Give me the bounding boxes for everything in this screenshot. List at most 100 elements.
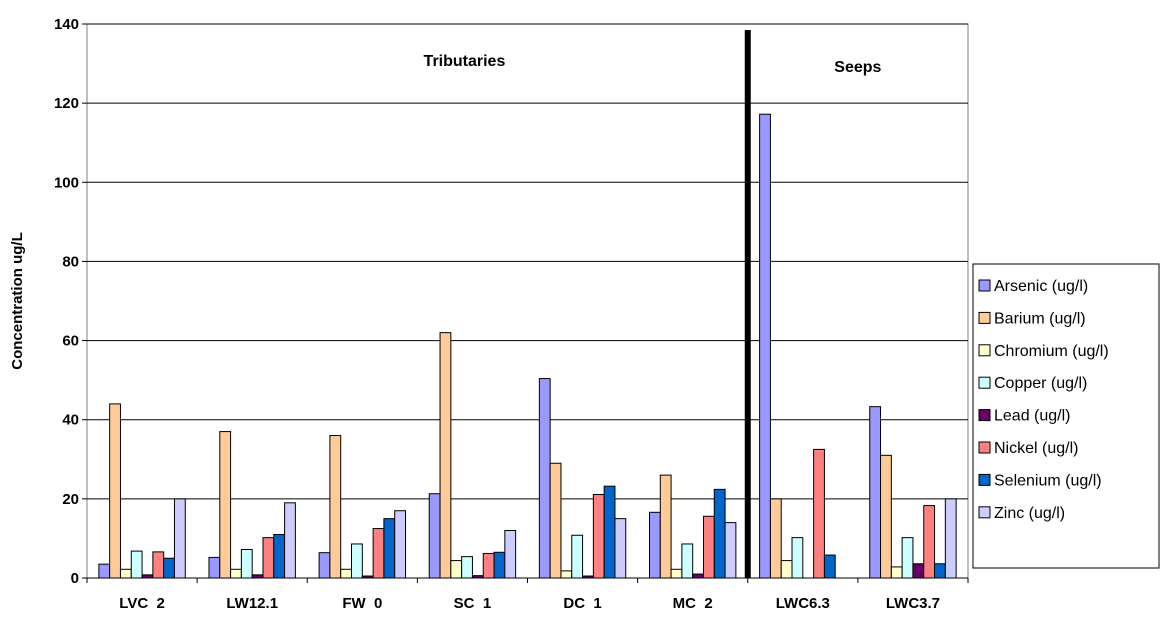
legend-swatch [978, 441, 991, 454]
bar-nickel-5 [702, 515, 715, 579]
legend-swatch [978, 344, 991, 357]
bar-nickel-2 [372, 528, 385, 579]
bar-selenium-6 [823, 554, 836, 579]
bar-zinc-3 [504, 530, 517, 579]
legend-entry-label: Zinc (ug/l) [994, 505, 1065, 522]
bar-lead-3 [471, 575, 484, 579]
bar-zinc-0 [173, 498, 186, 579]
bar-arsenic-4 [538, 378, 551, 579]
x-tick-label: LWC3.7 [886, 595, 940, 612]
y-tick-label: 140 [54, 16, 79, 33]
bar-chromium-4 [560, 570, 573, 579]
bar-arsenic-5 [648, 511, 661, 579]
bar-zinc-7 [944, 498, 957, 579]
legend-entry-label: Barium (ug/l) [994, 310, 1086, 327]
bar-chromium-6 [780, 560, 793, 579]
gridlines [82, 23, 969, 583]
bar-nickel-6 [813, 448, 825, 579]
bar-barium-2 [329, 435, 342, 579]
bar-selenium-4 [603, 485, 616, 579]
bar-chromium-2 [340, 568, 353, 579]
bar-arsenic-3 [428, 493, 441, 579]
bar-arsenic-0 [98, 563, 111, 579]
x-tick-label: FW 0 [342, 595, 382, 612]
bar-lead-1 [251, 574, 264, 579]
bar-selenium-2 [383, 518, 396, 579]
y-tick-labels: 0 20 40 60 80 100 120 140 [54, 16, 79, 587]
annotation-tributaries: Tributaries [424, 53, 506, 70]
bar-barium-0 [109, 403, 121, 579]
legend-entry-label: Lead (ug/l) [994, 408, 1071, 425]
bar-nickel-0 [152, 551, 165, 579]
bar-copper-4 [571, 534, 584, 579]
bar-arsenic-7 [869, 406, 882, 579]
x-tick-label: MC 2 [673, 595, 713, 612]
bar-barium-5 [659, 474, 672, 579]
legend-entry-label: Copper (ug/l) [994, 375, 1087, 392]
bar-barium-3 [439, 332, 452, 579]
y-tick-label: 40 [62, 412, 79, 429]
legend: Arsenic (ug/l) Barium (ug/l) Chromium (ug/… [972, 263, 1160, 569]
bar-chromium-1 [230, 568, 242, 579]
bar-lead-5 [692, 573, 704, 579]
bar-lead-2 [361, 575, 374, 579]
bar-selenium-7 [934, 563, 946, 579]
bar-arsenic-1 [208, 556, 221, 579]
bar-nickel-7 [923, 505, 936, 579]
y-tick-label: 20 [62, 491, 79, 508]
x-tick-label: DC 1 [563, 595, 601, 612]
bar-zinc-2 [394, 510, 407, 579]
bars [98, 113, 957, 579]
bar-barium-4 [549, 462, 562, 579]
bar-zinc-4 [614, 518, 627, 579]
legend-swatch [978, 473, 991, 486]
bar-selenium-0 [163, 557, 175, 579]
bar-chromium-0 [119, 568, 132, 579]
bar-lead-7 [912, 563, 925, 579]
bar-arsenic-2 [318, 552, 331, 579]
bar-copper-7 [901, 537, 914, 579]
legend-box [972, 263, 1160, 569]
bar-lead-4 [582, 575, 594, 579]
y-axis-title: Concentration ug/L [9, 232, 26, 370]
bar-zinc-5 [724, 522, 737, 579]
bar-selenium-5 [713, 488, 726, 579]
legend-swatch [978, 409, 991, 422]
bar-copper-5 [681, 543, 694, 579]
legend-entry-label: Selenium (ug/l) [994, 472, 1102, 489]
bar-selenium-1 [273, 533, 286, 579]
legend-entry-label: Chromium (ug/l) [994, 343, 1109, 360]
y-tick-label: 0 [71, 570, 79, 587]
bar-copper-3 [461, 556, 473, 579]
bar-zinc-1 [284, 502, 296, 579]
bar-barium-1 [219, 431, 232, 579]
legend-swatch [978, 506, 991, 519]
bar-chromium-3 [450, 560, 463, 579]
bar-copper-2 [351, 543, 363, 579]
bar-nickel-1 [262, 537, 275, 579]
x-tick-label: SC 1 [454, 595, 492, 612]
bar-nickel-3 [482, 552, 495, 579]
x-tick-labels: LVC 2 LW12.1 FW 0 SC 1 DC 1 MC 2 LWC6.3 LWC3.7 [119, 595, 940, 612]
y-tick-label: 60 [62, 333, 79, 350]
bar-barium-6 [769, 498, 782, 579]
y-tick-label: 100 [54, 174, 79, 191]
bar-barium-7 [880, 454, 892, 579]
y-tick-label: 80 [62, 253, 79, 270]
bar-arsenic-6 [759, 113, 771, 579]
plot-area [86, 23, 969, 579]
bar-copper-1 [240, 549, 253, 579]
annotation-seeps: Seeps [834, 59, 881, 76]
legend-entry-label: Arsenic (ug/l) [994, 278, 1088, 295]
x-tick-label: LVC 2 [119, 595, 165, 612]
legend-entry-label: Nickel (ug/l) [994, 440, 1078, 457]
bar-nickel-4 [592, 494, 605, 579]
bar-copper-6 [791, 537, 804, 579]
bar-selenium-3 [493, 551, 506, 579]
bar-chromium-5 [670, 568, 683, 579]
y-tick-label: 120 [54, 95, 79, 112]
bar-lead-0 [141, 574, 154, 579]
bar-chromium-7 [890, 566, 903, 579]
x-tick-label: LW12.1 [226, 595, 278, 612]
